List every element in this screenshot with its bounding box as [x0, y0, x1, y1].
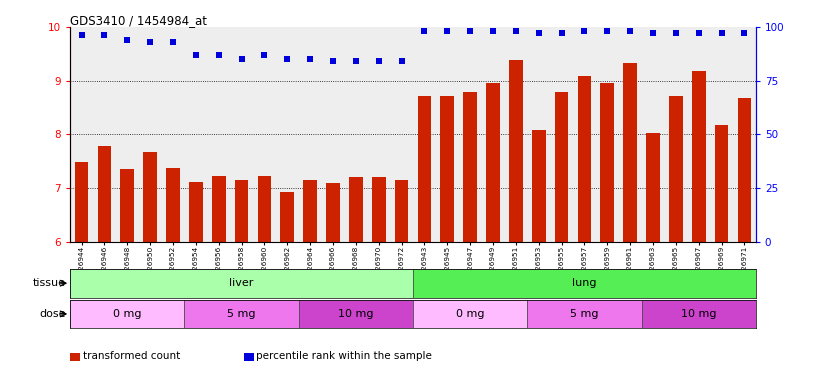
Point: [75, 32, 88, 38]
Bar: [577, 76, 591, 242]
Bar: [624, 63, 637, 242]
Bar: [555, 93, 568, 242]
Bar: [372, 177, 386, 242]
Bar: [601, 83, 614, 242]
Point: [189, 52, 202, 58]
Text: 0 mg: 0 mg: [456, 309, 484, 319]
Bar: [235, 180, 249, 242]
Bar: [532, 130, 545, 242]
Point: [235, 56, 249, 62]
Point: [373, 58, 386, 65]
Point: [418, 28, 431, 34]
Bar: [487, 83, 500, 242]
Bar: [97, 146, 112, 242]
Bar: [646, 133, 660, 242]
Point: [326, 58, 339, 65]
Bar: [738, 98, 751, 242]
Bar: [714, 125, 729, 242]
Text: transformed count: transformed count: [83, 351, 180, 361]
Point: [601, 28, 614, 34]
Point: [304, 56, 317, 62]
Point: [578, 28, 591, 34]
Point: [258, 52, 271, 58]
Point: [669, 30, 682, 36]
Bar: [349, 177, 363, 242]
Point: [395, 58, 408, 65]
Point: [281, 56, 294, 62]
Bar: [281, 192, 294, 242]
Point: [212, 52, 225, 58]
Text: lung: lung: [572, 278, 596, 288]
Bar: [70, 269, 413, 298]
Text: 0 mg: 0 mg: [113, 309, 141, 319]
Text: 10 mg: 10 mg: [338, 309, 373, 319]
Text: GDS3410 / 1454984_at: GDS3410 / 1454984_at: [70, 14, 207, 27]
Bar: [212, 176, 225, 242]
Point: [487, 28, 500, 34]
Point: [624, 28, 637, 34]
Bar: [70, 300, 184, 328]
Point: [555, 30, 568, 36]
Bar: [509, 60, 523, 242]
Text: 5 mg: 5 mg: [570, 309, 599, 319]
Text: liver: liver: [230, 278, 254, 288]
Text: 10 mg: 10 mg: [681, 309, 716, 319]
Bar: [184, 300, 299, 328]
Point: [463, 28, 477, 34]
Text: percentile rank within the sample: percentile rank within the sample: [256, 351, 432, 361]
Text: 5 mg: 5 mg: [227, 309, 256, 319]
Bar: [166, 168, 180, 242]
Bar: [440, 96, 454, 242]
Bar: [189, 182, 202, 242]
Point: [144, 39, 157, 45]
Point: [715, 30, 729, 36]
Bar: [258, 176, 271, 242]
Bar: [413, 300, 527, 328]
Bar: [326, 183, 339, 242]
Bar: [75, 162, 88, 242]
Text: dose: dose: [40, 309, 66, 319]
Point: [349, 58, 363, 65]
Point: [509, 28, 523, 34]
Bar: [299, 300, 413, 328]
Bar: [121, 169, 134, 242]
Bar: [418, 96, 431, 242]
Bar: [413, 269, 756, 298]
Point: [692, 30, 705, 36]
Bar: [527, 300, 642, 328]
Bar: [642, 300, 756, 328]
Bar: [463, 93, 477, 242]
Point: [647, 30, 660, 36]
Point: [441, 28, 454, 34]
Text: tissue: tissue: [33, 278, 66, 288]
Point: [121, 37, 134, 43]
Point: [98, 32, 112, 38]
Bar: [395, 180, 408, 242]
Bar: [692, 71, 705, 242]
Bar: [303, 180, 317, 242]
Point: [167, 39, 180, 45]
Bar: [144, 152, 157, 242]
Point: [738, 30, 751, 36]
Bar: [669, 96, 682, 242]
Point: [532, 30, 545, 36]
